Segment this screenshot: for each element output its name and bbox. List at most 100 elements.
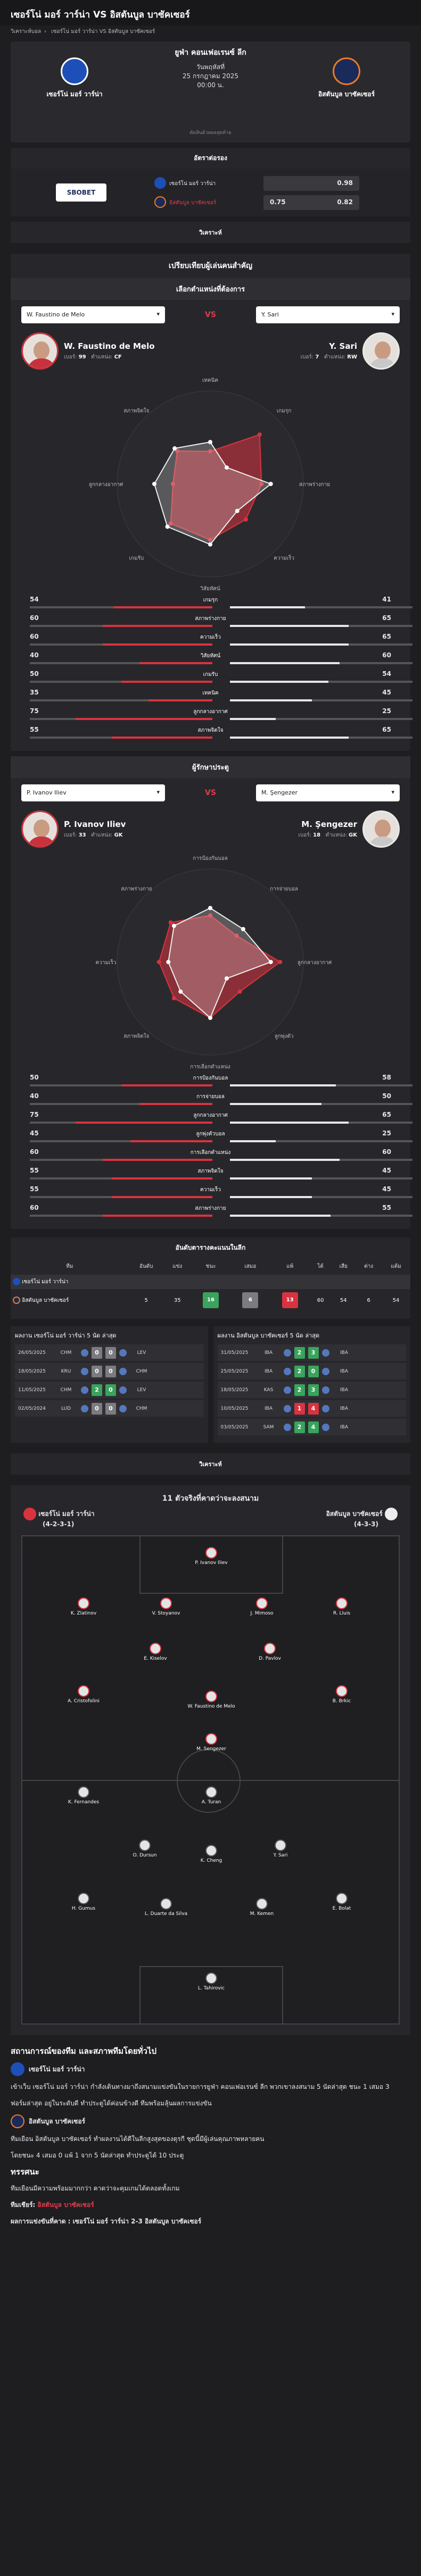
table-row[interactable]: เซอร์โน่ มอร์ วาร์น่า <box>11 1275 410 1289</box>
left-bar <box>148 699 212 701</box>
player-name: A. Cristofolini <box>68 1699 100 1704</box>
lineup-player[interactable]: V. Stoyanov <box>137 1598 195 1616</box>
lineup-player[interactable]: J. Mimoso <box>233 1598 291 1616</box>
left-player-select[interactable]: W. Faustino de Melo ▾ <box>21 306 165 323</box>
player-marker-icon <box>160 1898 172 1910</box>
player-marker-icon <box>336 1598 348 1609</box>
radar-point <box>171 996 176 1001</box>
lineup-player[interactable]: D. Pavlov <box>241 1643 299 1661</box>
home-team: เซอร์โน่ มอร์ วาร์น่า <box>27 57 122 99</box>
right-value: 60 <box>382 1148 391 1156</box>
left-bar <box>103 1159 212 1161</box>
player-name: J. Mimoso <box>250 1611 274 1616</box>
forward-radar-chart: เทคนิคเกมรุกสภาพร่างกายความเร็ววิสัยทัศน… <box>89 378 330 592</box>
table-header: ต่าง <box>364 1264 374 1269</box>
right-keeper-select[interactable]: M. Şengezer ▾ <box>255 784 400 801</box>
radar-point <box>172 446 177 451</box>
chevron-down-icon: ▾ <box>156 789 160 796</box>
table-header: อันดับ <box>139 1264 153 1269</box>
form-row[interactable]: 31/05/2025 IBA 2 3 IBA <box>217 1344 406 1361</box>
odds-value[interactable]: 0.75 0.82 <box>263 195 359 210</box>
lineup-player[interactable]: O. Dursun <box>115 1839 174 1858</box>
left-value: 40 <box>30 1092 39 1100</box>
analysis-tab[interactable]: วิเคราะห์ <box>11 222 410 243</box>
form-row[interactable]: 26/05/2025 CHM 0 0 LEV <box>15 1344 204 1361</box>
match-day: วันพฤหัสที่ <box>196 63 225 71</box>
right-player-select[interactable]: Y. Sari ▾ <box>255 306 400 323</box>
left-bar <box>112 1177 212 1180</box>
table-header: ทีม <box>66 1264 73 1269</box>
form-row[interactable]: 03/05/2025 SAM 2 4 IBA <box>217 1419 406 1435</box>
lineup-player[interactable]: K. Cheng <box>182 1845 241 1863</box>
article: สถานการณ์ของทีม และสภาพทีมโดยทั่วไป เซอร… <box>11 2046 390 2225</box>
lineup-player[interactable]: E. Bolat <box>312 1893 371 1911</box>
player-name: K. Zlatinov <box>70 1611 97 1616</box>
player-marker-icon <box>264 1643 276 1654</box>
player-marker-icon <box>205 1547 217 1559</box>
lineup-player[interactable]: B. Brkic <box>312 1685 371 1704</box>
left-value: 55 <box>30 1185 39 1193</box>
radar-point <box>208 913 212 918</box>
stat-label: ลูกกลางอากาศ <box>193 709 228 715</box>
form-row[interactable]: 18/05/2025 KRU 0 0 CHM <box>15 1363 204 1379</box>
left-keeper: P. Ivanov Iliev เบอร์: 33 ตำแหน่ง: GK <box>21 810 126 848</box>
player-marker-icon <box>256 1598 268 1609</box>
home-team-name: เซอร์โน่ มอร์ วาร์น่า <box>46 90 103 98</box>
stat-label: วิสัยทัศน์ <box>200 653 221 659</box>
page-title: เซอร์โน่ มอร์ วาร์น่า VS อิสตันบูล บาซัค… <box>0 0 421 26</box>
lineup-player[interactable]: L. Tahirovic <box>182 1972 241 1991</box>
stat-label: เกมรับ <box>203 672 218 678</box>
lineup-player[interactable]: H. Gumus <box>54 1893 113 1911</box>
lineup-player[interactable]: W. Faustino de Melo <box>182 1691 241 1709</box>
left-keeper-select[interactable]: P. Ivanov Iliev ▾ <box>21 784 165 801</box>
table-cell: 60 <box>317 1297 324 1303</box>
lineup-player[interactable]: P. Ivanov Iliev <box>182 1547 241 1566</box>
form-row[interactable]: 25/05/2025 IBA 2 0 IBA <box>217 1363 406 1379</box>
player-marker-icon <box>150 1643 161 1654</box>
radar-point <box>237 989 242 994</box>
right-bar <box>230 1215 331 1217</box>
form-row[interactable]: 18/05/2025 KAS 2 3 IBA <box>217 1382 406 1398</box>
lineup-player[interactable]: L. Duarte da Silva <box>137 1898 195 1917</box>
player-name: E. Kiselov <box>144 1656 167 1661</box>
form-row[interactable]: 02/05/2024 LUD 0 0 CHM <box>15 1400 204 1417</box>
left-value: 55 <box>30 1167 39 1174</box>
stat-label: เกมรุก <box>203 597 218 603</box>
table-header: ชนะ <box>205 1264 216 1269</box>
table-cell: 16 <box>191 1289 230 1311</box>
lineup-player[interactable]: K. Fernandes <box>54 1786 113 1805</box>
stat-label: ลูกกลางอากาศ <box>193 1113 228 1118</box>
stat-row: 60 สภาพร่างกาย 65 <box>11 614 412 633</box>
radar-point <box>168 920 173 925</box>
bookmaker-logo[interactable]: SBOBET <box>56 183 106 202</box>
lineup-player[interactable]: A. Cristofolini <box>54 1685 113 1704</box>
player-marker-icon <box>275 1839 286 1851</box>
lineup-player[interactable]: Y. Sari <box>251 1839 310 1858</box>
lineup-player[interactable]: M. Sengezer <box>182 1733 241 1752</box>
odds-value[interactable]: 0.98 <box>263 176 359 191</box>
radar-axis-label: สภาพจิตใจ <box>123 407 149 414</box>
right-value: 58 <box>382 1074 391 1081</box>
radar-point <box>175 449 180 454</box>
lineup-player[interactable]: R. Lluis <box>312 1598 371 1616</box>
lineup-player[interactable]: A. Turan <box>182 1786 241 1805</box>
radar-point <box>208 538 212 542</box>
radar-point <box>259 482 264 486</box>
table-row[interactable]: อิสตันบูล บาซัคเซอร์ 5 35 16 6 13 60 54 6 54 <box>11 1289 410 1311</box>
radar-axis-label: เกมรุก <box>277 408 292 414</box>
table-cell: 13 <box>270 1289 310 1311</box>
lineup-player[interactable]: M. Kemen <box>233 1898 291 1917</box>
player-marker-icon <box>78 1786 89 1798</box>
form-row[interactable]: 11/05/2025 CHM 2 0 LEV <box>15 1382 204 1398</box>
breadcrumb-link[interactable]: วิเคราะห์บอล <box>11 29 42 35</box>
form-row[interactable]: 10/05/2025 IBA 1 4 IBA <box>217 1400 406 1417</box>
right-bar <box>230 1140 276 1142</box>
lineup-player[interactable]: E. Kiselov <box>126 1643 185 1661</box>
right-value: 65 <box>382 633 391 640</box>
stat-label: สภาพจิตใจ <box>197 727 224 733</box>
left-value: 35 <box>30 689 39 696</box>
stat-row: 55 ความเร็ว 45 <box>11 1185 412 1204</box>
lineup-player[interactable]: K. Zlatinov <box>54 1598 113 1616</box>
left-bar <box>103 1215 212 1217</box>
right-player: Y. Sari เบอร์: 7 ตำแหน่ง: RW <box>301 332 400 370</box>
